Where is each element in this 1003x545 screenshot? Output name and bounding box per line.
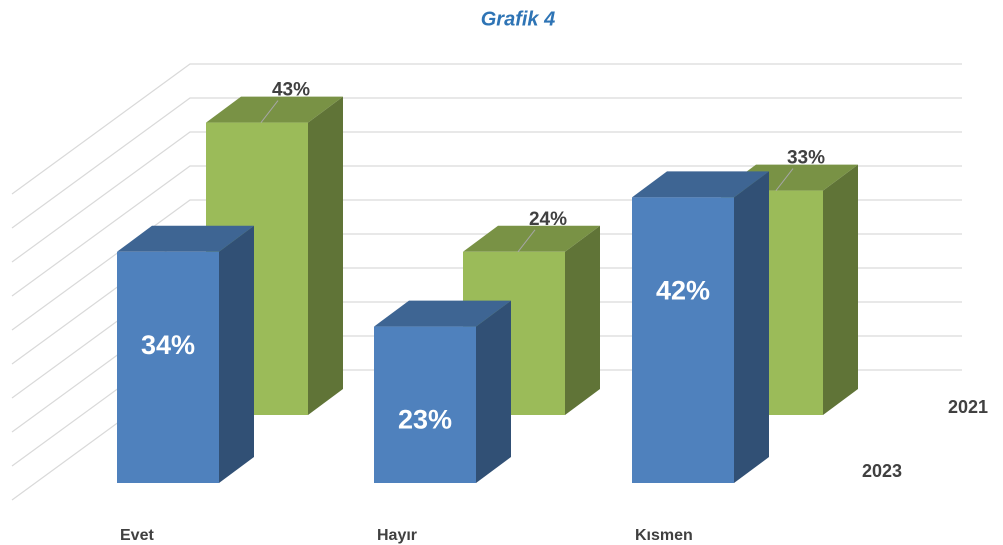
bar <box>374 326 476 483</box>
leader-line <box>775 168 794 191</box>
bar-side <box>823 164 858 415</box>
value-label: 23% <box>398 405 452 435</box>
x-tick-label: Evet <box>120 527 154 544</box>
bar-top <box>632 171 769 198</box>
value-label: 43% <box>272 80 310 101</box>
chart-title: Grafik 4 <box>481 8 555 30</box>
grid-line <box>11 165 962 297</box>
bar-top <box>117 225 254 252</box>
bar-side <box>734 171 769 483</box>
bar-side <box>219 225 254 484</box>
bar-side <box>476 300 511 483</box>
leader-line <box>517 229 536 253</box>
bar <box>117 251 219 483</box>
value-label: 33% <box>787 148 825 169</box>
bar <box>632 197 734 483</box>
bar-side <box>565 225 600 415</box>
series-label: 2021 <box>948 397 988 417</box>
value-label: 34% <box>141 330 195 360</box>
bar-top <box>374 300 511 327</box>
value-label: 24% <box>529 209 567 230</box>
series-label: 2023 <box>862 461 902 481</box>
x-tick-label: Kısmen <box>635 527 693 544</box>
value-label: 42% <box>656 276 710 306</box>
x-tick-label: Hayır <box>377 527 417 544</box>
bar-top <box>463 225 600 252</box>
leader-line <box>260 100 279 123</box>
bar-side <box>308 96 343 415</box>
grid-line <box>11 97 962 229</box>
grid-line <box>11 131 962 263</box>
bar-top <box>206 96 343 123</box>
grid-line <box>11 63 962 195</box>
